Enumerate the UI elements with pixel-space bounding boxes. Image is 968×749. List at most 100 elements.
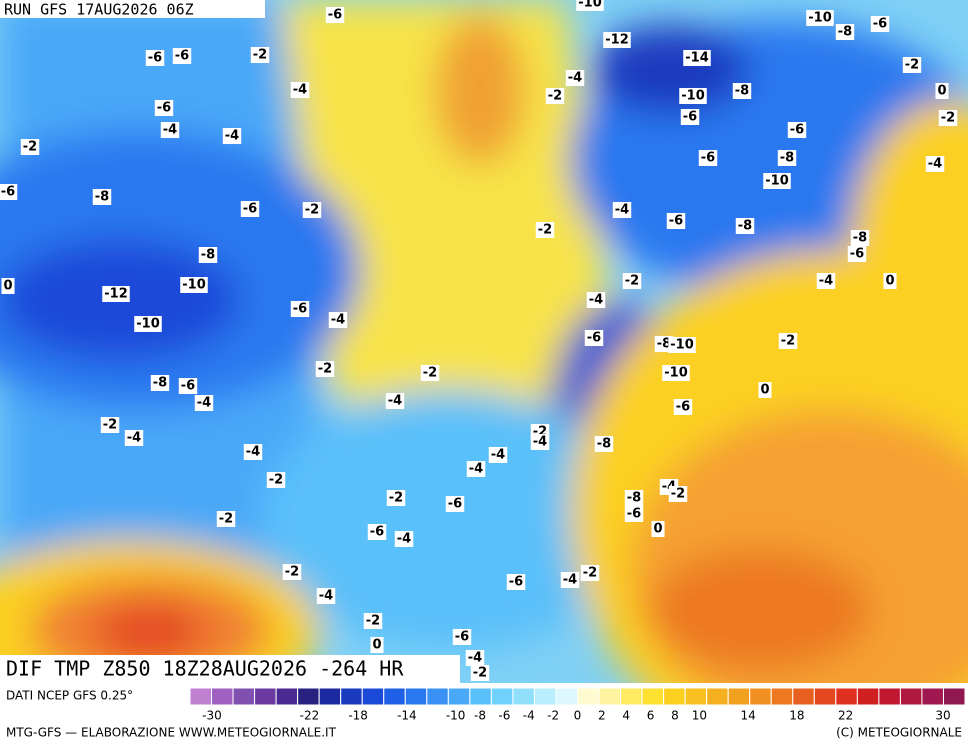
contour-label: -10: [182, 278, 206, 293]
colorbar-swatch: [447, 687, 471, 706]
contour-label-box: [668, 337, 696, 353]
contour-label: -6: [669, 214, 683, 229]
colorbar-tick-label: -18: [348, 709, 368, 723]
contour-label-box: [370, 637, 384, 653]
contour-label-box: [506, 574, 526, 590]
contour-label: -4: [468, 651, 482, 666]
contour-label-box: [124, 430, 144, 446]
contour-label: -6: [455, 630, 469, 645]
credit-right: (C) METEOGIORNALE: [836, 726, 962, 740]
contour-label: -2: [305, 203, 319, 218]
contour-label-box: [870, 16, 890, 32]
contour-label: -2: [905, 58, 919, 73]
colorbar-tick-label: -22: [300, 709, 320, 723]
contour-label-box: [662, 365, 690, 381]
contour-label: -10: [136, 317, 160, 332]
contour-label: 0: [653, 522, 662, 537]
contour-label: -6: [243, 202, 257, 217]
contour-label-box: [732, 83, 752, 99]
run-title: RUN GFS 17AUG2026 06Z: [4, 1, 194, 19]
contour-label: -4: [563, 573, 577, 588]
contour-label-box: [145, 50, 165, 66]
contour-label-box: [586, 292, 606, 308]
contour-label: -6: [448, 497, 462, 512]
contour-label-box: [488, 447, 508, 463]
colorbar-tick-label: 0: [574, 709, 582, 723]
contour-label: -4: [331, 313, 345, 328]
contour-label-box: [180, 277, 208, 293]
colorbar-tick-label: 22: [838, 709, 853, 723]
credit-left: MTG-GFS — ELABORAZIONE WWW.METEOGIORNALE…: [6, 726, 337, 740]
contour-label: -6: [181, 379, 195, 394]
contour-label-box: [394, 531, 414, 547]
contour-label-box: [134, 316, 162, 332]
contour-label-box: [935, 83, 949, 99]
colorbar-swatch: [254, 687, 277, 706]
contour-label-box: [150, 375, 170, 391]
contour-label-box: [302, 202, 322, 218]
colorbar-swatch: [577, 687, 600, 706]
contour-label-box: [466, 461, 486, 477]
colorbar-swatch: [792, 687, 815, 706]
contour-label: -2: [941, 111, 955, 126]
contour-label: -4: [469, 462, 483, 477]
contour-label-box: [698, 150, 718, 166]
contour-label-box: [0, 184, 18, 200]
contour-label-box: [100, 417, 120, 433]
contour-label: -8: [153, 376, 167, 391]
contour-label: -2: [366, 614, 380, 629]
contour-label: -6: [157, 101, 171, 116]
contour-label-box: [178, 378, 198, 394]
map-title-box: [0, 655, 460, 683]
contour-label-box: [787, 122, 807, 138]
contour-labels: -6 -10 -10 -8 -6 -6 -6 -2 -12 -14 -2 -4 -4 -2 -8 -10 0 -6…: [0, 0, 958, 681]
contour-label-box: [445, 496, 465, 512]
contour-label-box: [816, 273, 836, 289]
contour-label: -4: [533, 435, 547, 450]
contour-label-box: [266, 472, 286, 488]
contour-label-box: [222, 128, 242, 144]
contour-label: -8: [738, 219, 752, 234]
contour-label-box: [325, 7, 345, 23]
contour-label: -12: [605, 33, 629, 48]
colorbar-tick-label: -8: [474, 709, 486, 723]
contour-label: -6: [175, 49, 189, 64]
contour-label-box: [92, 189, 112, 205]
contour-label: -2: [253, 48, 267, 63]
colorbar-swatch: [275, 687, 299, 706]
contour-label-box: [938, 110, 958, 126]
contour-label: -10: [670, 338, 694, 353]
colorbar-tick-label: -4: [523, 709, 535, 723]
contour-label-box: [386, 490, 406, 506]
contour-label: -4: [225, 129, 239, 144]
contour-label: -6: [370, 525, 384, 540]
colorbar-tick-label: 8: [671, 709, 679, 723]
contour-label: -8: [735, 84, 749, 99]
colorbar-swatch: [533, 687, 557, 706]
contour-label-box: [883, 273, 897, 289]
contour-label-box: [758, 382, 772, 398]
colorbar-tick-label: -14: [397, 709, 417, 723]
colorbar-swatch: [942, 687, 966, 706]
contour-label-box: [465, 650, 485, 666]
contour-label-box: [683, 50, 711, 66]
contour-label: -4: [568, 71, 582, 86]
colorbar-tick-label: 4: [622, 709, 630, 723]
colorbar-swatch: [878, 687, 901, 706]
colorbar-swatch: [813, 687, 837, 706]
contour-label: -6: [148, 51, 162, 66]
contour-label: -8: [201, 248, 215, 263]
contour-label: -14: [685, 51, 709, 66]
contour-label-box: [735, 218, 755, 234]
contour-label-box: [20, 139, 40, 155]
colorbar-swatch: [899, 687, 923, 706]
contour-label: -6: [701, 151, 715, 166]
colorbar-swatch: [749, 687, 772, 706]
contour-label-box: [847, 246, 867, 262]
contour-label: -4: [615, 203, 629, 218]
contour-label: -6: [683, 110, 697, 125]
colorbar-swatch: [598, 687, 622, 706]
contour-label: -2: [318, 362, 332, 377]
contour-label-box: [194, 395, 214, 411]
